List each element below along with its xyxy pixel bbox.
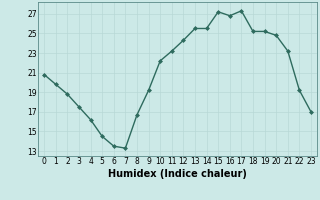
- X-axis label: Humidex (Indice chaleur): Humidex (Indice chaleur): [108, 169, 247, 179]
